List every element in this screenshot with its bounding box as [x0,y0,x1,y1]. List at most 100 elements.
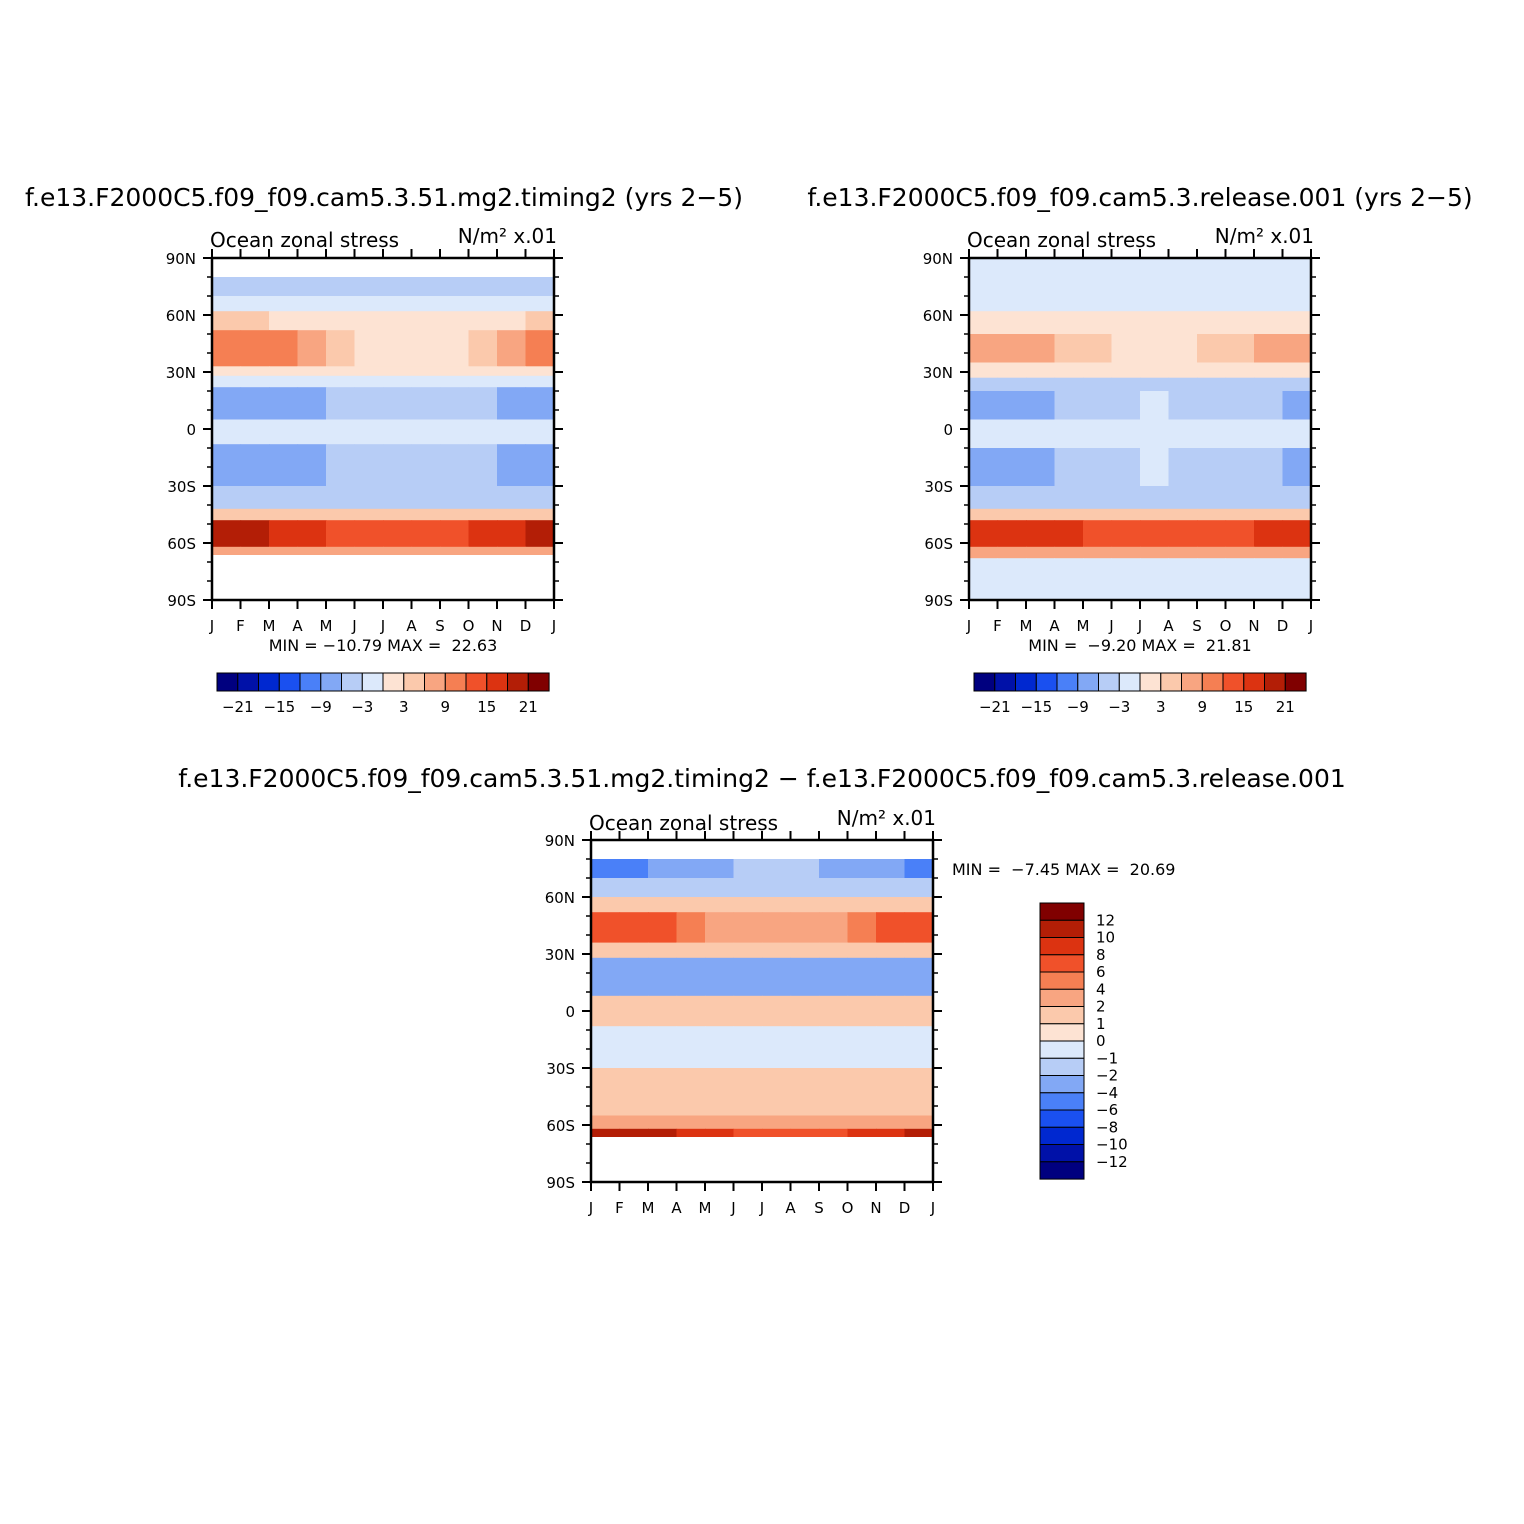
x-tick-label: J [966,617,971,635]
heatmap-cell [1054,286,1084,312]
heatmap-cell [1026,258,1056,288]
heatmap-cell [411,546,441,555]
heatmap-cell [269,546,299,555]
heatmap-cell [733,1026,763,1069]
heatmap-cell [619,878,649,898]
heatmap-cell [212,387,242,421]
heatmap-cell [1225,258,1255,288]
colorbar-swatch [1039,1057,1085,1077]
heatmap-cell [619,897,649,913]
heatmap-cell [847,1128,877,1137]
x-tick-label: M [699,1199,712,1217]
heatmap-cell [1026,520,1056,548]
colorbar-label: 4 [1096,980,1106,998]
heatmap-cell [969,391,999,421]
heatmap-cell [497,277,527,297]
heatmap-cell [619,1128,649,1137]
heatmap-cell [997,334,1027,364]
heatmap-cell [997,508,1027,521]
heatmap-cell [297,311,327,331]
heatmap-cell [1225,558,1255,601]
heatmap-cell [969,362,999,379]
x-tick-label: A [671,1199,682,1217]
heatmap-cell [790,1115,820,1130]
colorbar-label: −3 [351,698,373,716]
colorbar-swatch [1039,1006,1085,1025]
heatmap-cell [969,448,999,487]
heatmap-cell [269,508,299,521]
heatmap-cell [648,942,678,959]
heatmap-cell [440,277,470,297]
heatmap-cell [997,419,1027,449]
heatmap-cell [1197,258,1227,288]
heatmap-cell [212,444,242,487]
colorbar-label: −9 [1067,698,1089,716]
heatmap-cell [468,387,498,421]
x-tick-label: J [551,617,556,635]
panel-3-right-label: N/m² x.01 [837,806,936,830]
heatmap-cell [1282,448,1312,487]
heatmap-cell [440,311,470,331]
heatmap-cell [819,957,849,997]
panel-1-title: f.e13.F2000C5.f09_f09.cam5.3.51.mg2.timi… [25,183,743,212]
heatmap-cell [1225,448,1255,487]
colorbar-swatch [1039,971,1085,990]
y-tick-label: 30N [166,364,196,382]
heatmap-cell [676,1128,706,1137]
heatmap-cell [1026,486,1056,510]
y-tick-label: 60N [923,307,953,325]
colorbar-swatch [320,672,343,692]
heatmap-cell [383,546,413,555]
heatmap-cell [1140,546,1170,559]
heatmap-cell [969,286,999,312]
heatmap-cell [297,508,327,521]
heatmap-cell [762,1115,792,1130]
heatmap-cell [440,387,470,421]
colorbar-swatch [1039,937,1085,956]
colorbar-swatch [1039,1075,1085,1094]
heatmap-cell [762,897,792,913]
heatmap-cell [676,957,706,997]
heatmap-cell [468,277,498,297]
heatmap-cell [440,546,470,555]
heatmap-cell [705,912,735,944]
colorbar-label: 3 [399,698,409,716]
colorbar-label: −10 [1096,1136,1128,1154]
colorbar-label: 21 [1276,698,1295,716]
heatmap-cell [525,296,555,312]
heatmap-cell [383,520,413,548]
heatmap-cell [997,520,1027,548]
heatmap-cell [411,419,441,445]
heatmap-cell [790,912,820,944]
colorbar-label: 15 [477,698,496,716]
x-tick-label: O [842,1199,854,1217]
heatmap-cell [790,995,820,1027]
heatmap-cell [468,546,498,555]
colorbar-label: −21 [979,698,1011,716]
heatmap-cell [1111,311,1141,335]
heatmap-cell [1168,362,1198,379]
heatmap-cell [733,1128,763,1137]
heatmap-cell [269,277,299,297]
heatmap-cell [619,942,649,959]
x-tick-label: S [1192,617,1202,635]
heatmap-cell [326,486,356,510]
colorbar-swatch [1039,902,1085,921]
heatmap-cell [1111,546,1141,559]
heatmap-cell [1254,419,1284,449]
heatmap-cell [1282,508,1312,521]
heatmap-cell [497,366,527,377]
heatmap-cell [1168,558,1198,601]
heatmap-cell [969,419,999,449]
heatmap-cell [762,878,792,898]
heatmap-cell [733,897,763,913]
heatmap-cell [1026,419,1056,449]
heatmap-cell [468,419,498,445]
heatmap-cell [1083,558,1113,601]
heatmap-cell [1168,258,1198,288]
heatmap-cell [440,508,470,521]
heatmap-cell [790,1026,820,1069]
heatmap-cell [1111,334,1141,364]
colorbar-swatch [1039,1109,1085,1128]
heatmap-cell [297,375,327,388]
